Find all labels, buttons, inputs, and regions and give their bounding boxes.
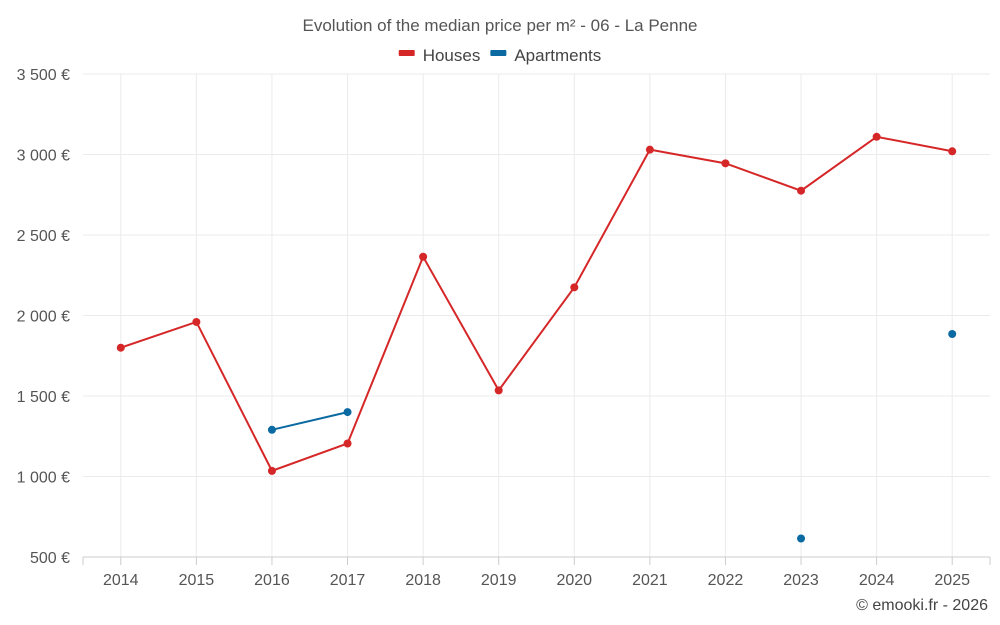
houses-data-point[interactable] — [948, 147, 957, 156]
x-tick-label: 2021 — [632, 572, 668, 589]
grid-layer — [83, 73, 990, 557]
houses-series-line — [120, 135, 953, 473]
x-tick-label: 2014 — [103, 572, 139, 589]
apartments-series-line — [271, 411, 348, 431]
houses-data-point[interactable] — [721, 159, 730, 168]
x-tick-label: 2025 — [934, 572, 970, 589]
houses-data-point[interactable] — [797, 186, 806, 195]
houses-data-point[interactable] — [494, 386, 503, 395]
x-tick-label: 2019 — [481, 572, 517, 589]
x-tick-label: 2015 — [179, 572, 215, 589]
houses-legend-label[interactable]: Houses — [423, 46, 481, 65]
x-tick-label: 2016 — [254, 572, 290, 589]
apartments-legend-label[interactable]: Apartments — [514, 46, 601, 65]
chart-title: Evolution of the median price per m² - 0… — [303, 16, 698, 35]
apartments-legend-swatch — [490, 50, 507, 56]
houses-data-point[interactable] — [570, 283, 579, 292]
credit-text: © emooki.fr - 2026 — [856, 597, 988, 614]
x-tick-label: 2023 — [783, 572, 819, 589]
houses-data-point[interactable] — [116, 343, 125, 352]
apartments-data-point[interactable] — [267, 425, 276, 434]
y-tick-label: 500 € — [30, 550, 70, 567]
x-tick-label: 2022 — [708, 572, 744, 589]
houses-data-point[interactable] — [267, 466, 276, 475]
houses-data-point[interactable] — [645, 145, 654, 154]
apartments-data-point[interactable] — [948, 330, 957, 339]
y-tick-label: 3 000 € — [17, 148, 70, 165]
apartments-data-point[interactable] — [343, 408, 352, 417]
houses-legend-swatch — [398, 50, 415, 56]
axis-layer: 500 € 1 000 € 1 500 € 2 000 € 2 500 € 3 000 €… — [17, 67, 991, 589]
houses-data-point[interactable] — [192, 317, 201, 326]
x-tick-label: 2020 — [556, 572, 592, 589]
y-tick-label: 2 500 € — [17, 228, 70, 245]
legend: Houses Apartments — [398, 46, 601, 65]
x-tick-label: 2018 — [405, 572, 441, 589]
y-tick-label: 1 000 € — [17, 470, 70, 487]
houses-data-point[interactable] — [343, 439, 352, 448]
apartments-data-point[interactable] — [797, 534, 806, 543]
houses-data-point[interactable] — [872, 132, 881, 141]
y-tick-label: 3 500 € — [17, 67, 70, 84]
y-tick-label: 1 500 € — [17, 389, 70, 406]
houses-data-point[interactable] — [419, 252, 428, 261]
x-tick-label: 2017 — [330, 572, 366, 589]
x-tick-label: 2024 — [859, 572, 895, 589]
y-tick-label: 2 000 € — [17, 309, 70, 326]
series-layer — [116, 132, 957, 543]
